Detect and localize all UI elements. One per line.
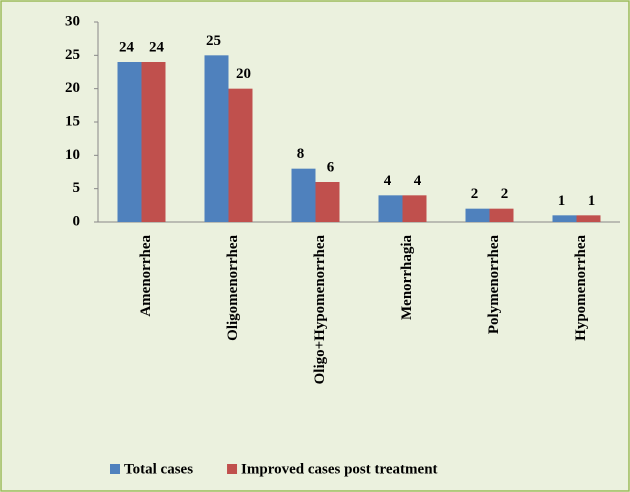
x-tick-label: Oligo+Hypomenorrhea xyxy=(312,235,328,385)
bar xyxy=(204,55,229,223)
bar xyxy=(378,195,403,222)
bar xyxy=(291,168,316,222)
legend-swatch xyxy=(227,464,238,474)
bar xyxy=(552,215,577,222)
bar xyxy=(228,88,253,223)
data-label: 4 xyxy=(414,173,422,189)
y-tick-label: 20 xyxy=(65,80,80,96)
data-label: 2 xyxy=(471,186,479,202)
data-label: 2 xyxy=(501,186,509,202)
x-tick-label: Menorrhagia xyxy=(399,235,415,320)
legend-label: Improved cases post treatment xyxy=(241,461,438,477)
y-tick-label: 0 xyxy=(73,213,81,229)
data-label: 25 xyxy=(206,33,221,49)
bar xyxy=(465,208,490,222)
y-tick-label: 15 xyxy=(65,113,80,129)
data-label: 8 xyxy=(297,146,305,162)
bar xyxy=(489,208,514,222)
data-label: 24 xyxy=(149,39,165,55)
data-label: 20 xyxy=(236,66,251,82)
bar xyxy=(315,182,340,222)
x-tick-label: Polymenorrhea xyxy=(486,235,502,335)
x-tick-label: Oligomenorrhea xyxy=(225,235,241,341)
y-tick-label: 10 xyxy=(65,147,80,163)
y-tick-label: 25 xyxy=(65,47,80,63)
bar xyxy=(117,62,142,222)
data-label: 24 xyxy=(119,39,135,55)
legend-label: Total cases xyxy=(124,461,193,477)
data-label: 1 xyxy=(588,193,596,209)
bar xyxy=(141,62,166,222)
data-label: 6 xyxy=(327,159,335,175)
y-tick-label: 30 xyxy=(65,13,80,29)
data-label: 4 xyxy=(384,173,392,189)
y-tick-label: 5 xyxy=(73,180,81,196)
bar xyxy=(576,215,601,222)
x-tick-label: Amenorrhea xyxy=(138,235,154,317)
data-label: 1 xyxy=(558,193,566,209)
bar xyxy=(402,195,427,222)
x-tick-label: Hypomenorrhea xyxy=(573,235,589,341)
legend-swatch xyxy=(110,464,120,474)
